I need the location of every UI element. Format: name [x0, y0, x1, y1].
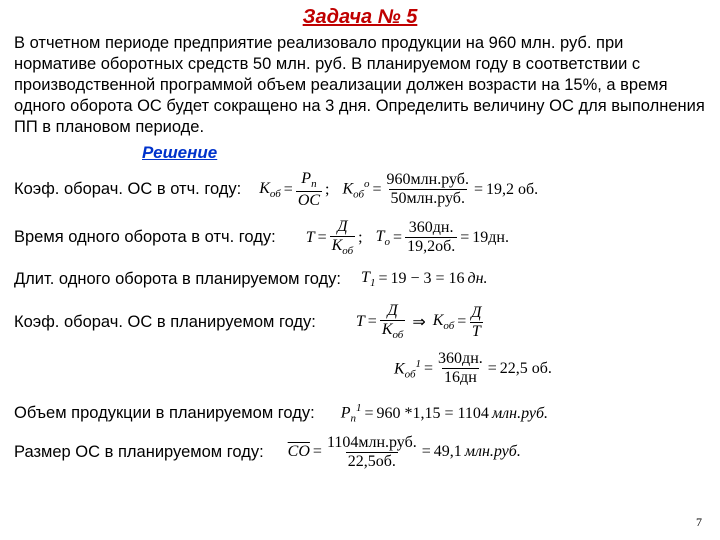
- result: 19дн.: [472, 229, 509, 247]
- expr: 960 *1,15 = 1104: [377, 405, 489, 423]
- result: 19,2 об.: [486, 181, 538, 199]
- label-vol-plan: Объем продукции в планируемом году:: [14, 404, 315, 423]
- page: Задача № 5 В отчетном периоде предприяти…: [0, 0, 720, 540]
- row-t-plan: Длит. одного оборота в планируемом году:…: [14, 269, 706, 289]
- label-t-report: Время одного оборота в отч. году:: [14, 228, 276, 247]
- problem-title: Задача № 5: [14, 6, 706, 29]
- den: 19,2об.: [405, 237, 457, 255]
- formula-k-report: Коб = РпОС ; Кобо = 960млн.руб. 50млн.ру…: [259, 171, 538, 209]
- num: 1104млн.руб.: [325, 435, 419, 452]
- formula-vol-plan: Рп1 = 960 *1,15 = 1104 млн.руб.: [341, 402, 548, 425]
- num: 960млн.руб.: [385, 172, 471, 189]
- num: 360дн.: [436, 351, 485, 368]
- problem-text: В отчетном периоде предприятие реализова…: [14, 33, 706, 139]
- num: 360дн.: [407, 220, 456, 237]
- unit: млн.руб.: [492, 405, 548, 423]
- row-oc-plan: Размер ОС в планируемом году: СО = 1104м…: [14, 435, 706, 470]
- label-k-plan: Коэф. оборач. ОС в планируемом году:: [14, 313, 316, 332]
- result: 22,5 об.: [500, 360, 552, 378]
- row-k-report: Коэф. оборач. ОС в отч. году: Коб = РпОС…: [14, 171, 706, 209]
- den: 16дн: [442, 368, 479, 386]
- row-k-plan-2: Коб1 = 360дн. 16дн = 22,5 об.: [14, 351, 706, 386]
- row-t-report: Время одного оборота в отч. году: Т= ДКо…: [14, 219, 706, 257]
- formula-k-plan-1: Т= ДКоб ⇒ Коб = ДТ: [356, 303, 484, 341]
- formula-t-plan: Т1 = 19 − 3 = 16 дн.: [361, 269, 488, 289]
- unit: дн.: [468, 270, 488, 288]
- solution-heading: Решение: [142, 143, 706, 163]
- label-oc-plan: Размер ОС в планируемом году:: [14, 443, 264, 462]
- formula-t-report: Т= ДКоб ; То = 360дн. 19,2об. = 19дн.: [306, 219, 509, 257]
- formula-oc-plan: СО = 1104млн.руб. 22,5об. = 49,1 млн.руб…: [288, 435, 521, 470]
- expr: 19 − 3 = 16: [390, 270, 464, 288]
- den: 22,5об.: [346, 452, 398, 470]
- label-k-report: Коэф. оборач. ОС в отч. году:: [14, 180, 241, 199]
- page-number: 7: [696, 515, 702, 530]
- den: 50млн.руб.: [389, 189, 467, 207]
- label-t-plan: Длит. одного оборота в планируемом году:: [14, 270, 341, 289]
- result: 49,1: [434, 443, 462, 461]
- formula-k-plan-2: Коб1 = 360дн. 16дн = 22,5 об.: [394, 351, 552, 386]
- row-vol-plan: Объем продукции в планируемом году: Рп1 …: [14, 402, 706, 425]
- row-k-plan: Коэф. оборач. ОС в планируемом году: Т= …: [14, 303, 706, 341]
- unit: млн.руб.: [465, 443, 521, 461]
